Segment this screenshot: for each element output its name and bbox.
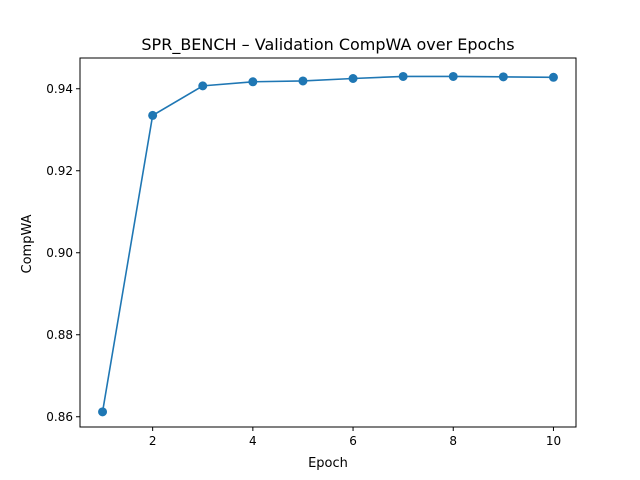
x-tick-label: 4: [249, 434, 257, 448]
y-tick-label: 0.86: [46, 410, 73, 424]
data-point: [448, 71, 458, 81]
data-point: [248, 77, 258, 87]
series-line: [101, 75, 554, 412]
data-point: [348, 74, 358, 83]
data-point: [148, 110, 158, 120]
plot-area: 2 4 6 8 10 0.86 0.88 0.90 0.92 0.94: [46, 57, 577, 448]
data-point: [98, 407, 108, 417]
data-point: [398, 71, 408, 81]
plot-frame: [79, 57, 577, 428]
y-tick-label: 0.90: [46, 246, 73, 260]
x-axis-label: Epoch: [308, 456, 348, 471]
data-point: [498, 72, 508, 82]
x-tick-label: 6: [349, 434, 357, 448]
x-tick-label: 2: [149, 434, 157, 448]
y-axis-label: CompWA: [20, 214, 35, 273]
y-tick-label: 0.94: [46, 82, 73, 96]
x-tick-label: 8: [449, 434, 457, 448]
data-point: [298, 76, 308, 86]
y-tick-label: 0.88: [46, 328, 73, 342]
data-point: [198, 81, 208, 91]
data-point: [548, 72, 558, 82]
y-tick-label: 0.92: [46, 164, 73, 178]
x-tick-label: 10: [546, 434, 561, 448]
chart-title: SPR_BENCH – Validation CompWA over Epoch…: [141, 35, 514, 55]
